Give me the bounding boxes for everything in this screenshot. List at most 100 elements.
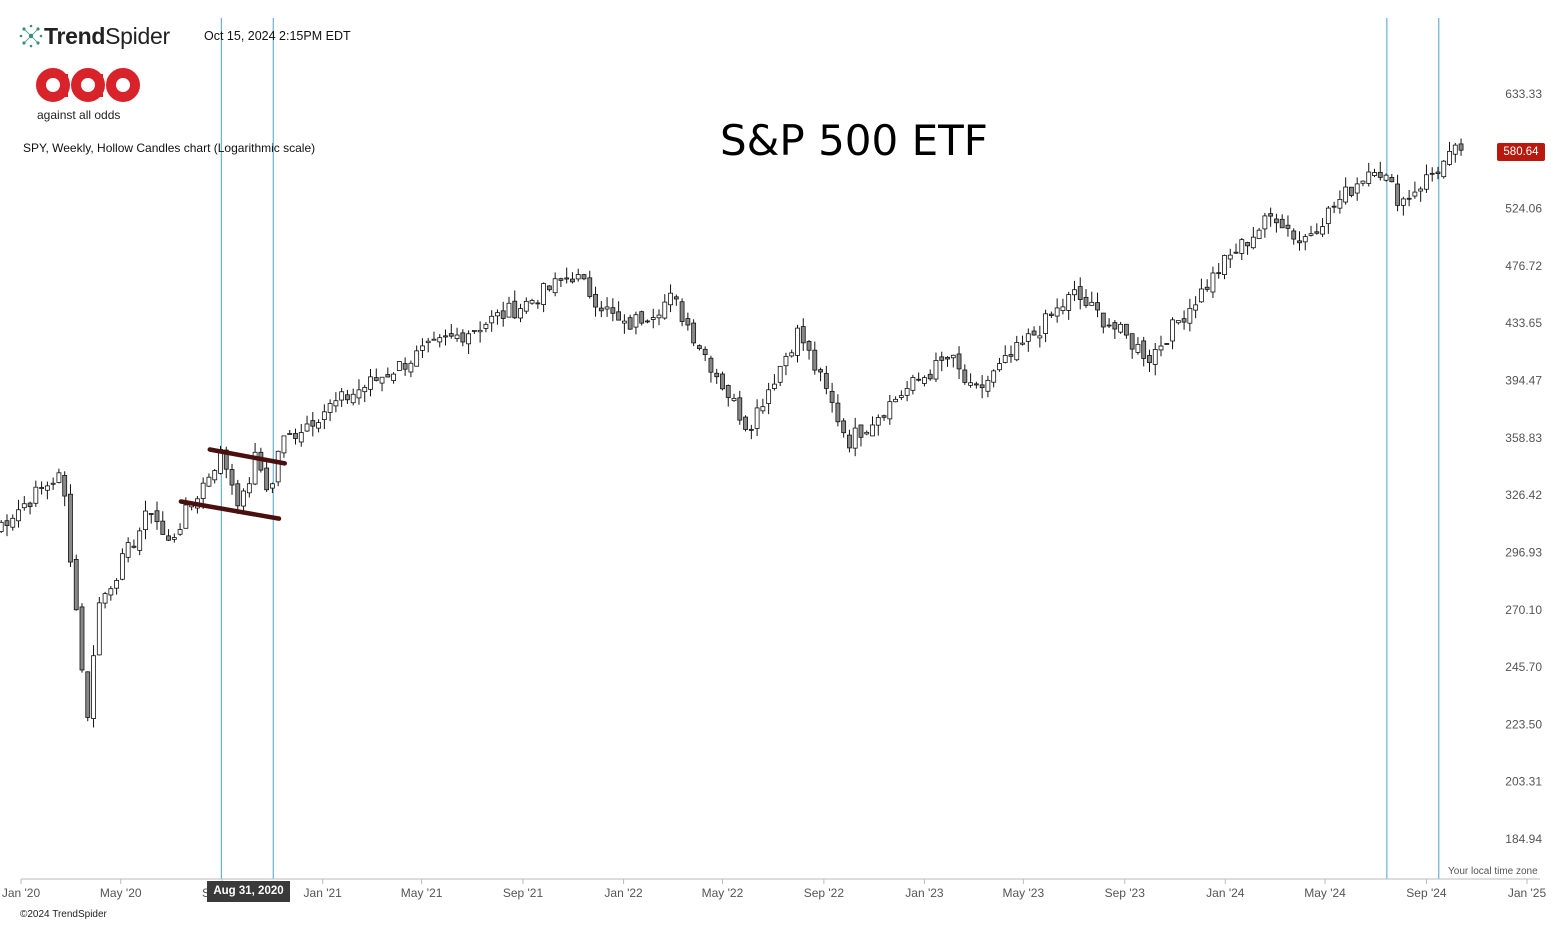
candle-body: [1291, 230, 1297, 240]
last-price-badge: 580.64: [1497, 143, 1545, 161]
y-axis: 633.33 524.06 476.72 433.65 394.47 358.83 326.…: [1505, 87, 1542, 846]
vertical-markers: [220, 18, 1440, 879]
candle-body: [1447, 150, 1452, 165]
candle-body: [570, 278, 575, 283]
logo-caption: against all odds: [37, 108, 121, 122]
candle-body: [1135, 343, 1141, 353]
candle-body: [293, 433, 298, 439]
crosshair-date-badge: Aug 31, 2020: [207, 881, 290, 902]
candle-body: [16, 509, 21, 522]
candle-body: [454, 334, 460, 339]
candle-body: [1406, 197, 1412, 200]
candle-body: [1008, 354, 1014, 357]
candle-body: [125, 542, 131, 558]
candle-body: [1199, 288, 1204, 303]
candle-body: [927, 373, 933, 380]
candle-body: [373, 377, 379, 381]
candle-body: [1141, 340, 1147, 359]
y-tick-label: 245.70: [1505, 660, 1542, 674]
candle-body: [200, 482, 206, 499]
candle-body: [858, 424, 864, 438]
candle-body: [737, 397, 743, 421]
candle-body: [523, 300, 529, 312]
candle-body: [673, 296, 679, 300]
candle-body: [44, 485, 50, 491]
candle-body: [1400, 198, 1406, 206]
candle-body: [10, 517, 16, 528]
candle-body: [979, 384, 985, 389]
candle-body: [356, 389, 362, 399]
candle-body: [1118, 323, 1124, 333]
trendspider-brand: TrendSpider: [18, 22, 170, 50]
candle-body: [0, 521, 4, 532]
candle-body: [795, 327, 800, 356]
candle-body: [1424, 174, 1429, 190]
chart-title: S&P 500 ETF: [720, 116, 988, 165]
candle-body: [1204, 286, 1210, 290]
candle-body: [968, 382, 973, 386]
candle-body: [304, 423, 310, 432]
candle-body: [956, 353, 962, 370]
candle-body: [56, 472, 62, 483]
candle-body: [1048, 313, 1054, 316]
candle-body: [281, 435, 287, 454]
candle-body: [79, 606, 85, 671]
chart-description: SPY, Weekly, Hollow Candles chart (Logar…: [23, 141, 316, 155]
trendlines: [178, 447, 288, 521]
candle-body: [916, 378, 922, 381]
x-tick-label: Jan '21: [304, 886, 343, 900]
candle-body: [1089, 301, 1095, 306]
candle-body: [1210, 272, 1216, 293]
y-tick-label: 223.50: [1505, 717, 1542, 731]
candle-body: [321, 411, 327, 421]
candle-body: [1112, 322, 1118, 330]
y-tick-label: 270.10: [1505, 603, 1542, 617]
x-tick-label: Jan '20: [2, 886, 41, 900]
candle-body: [881, 415, 887, 418]
candle-body: [847, 434, 852, 449]
candle-body: [1164, 343, 1170, 345]
candle-body: [241, 490, 246, 507]
candle-body: [223, 449, 229, 470]
candle-body: [137, 530, 143, 551]
candle-body: [945, 356, 950, 360]
candle-body: [362, 387, 368, 393]
candle-body: [852, 427, 858, 449]
candle-body: [887, 401, 893, 420]
x-tick-label: Jan '23: [905, 886, 944, 900]
candle-body: [829, 390, 835, 403]
candle-body: [246, 483, 252, 494]
candle-body: [1360, 180, 1366, 184]
candle-body: [131, 545, 137, 548]
candle-body: [1389, 177, 1395, 183]
candle-body: [662, 301, 668, 319]
candle-body: [656, 314, 662, 319]
candle-body: [1147, 355, 1152, 364]
candle-body: [610, 307, 616, 314]
candle-body: [1222, 255, 1227, 275]
candle-body: [1043, 313, 1049, 334]
candle-body: [691, 322, 697, 344]
candle-body: [483, 323, 489, 329]
y-tick-label: 476.72: [1505, 259, 1542, 273]
candle-body: [1152, 349, 1158, 365]
candle-body: [679, 301, 685, 322]
candle-body: [1233, 251, 1239, 254]
candle-body: [985, 379, 991, 392]
candle-body: [552, 278, 558, 294]
y-tick-label: 524.06: [1505, 202, 1542, 216]
candle-body: [575, 274, 581, 280]
y-tick-label: 358.83: [1505, 431, 1542, 445]
candle-body: [1418, 188, 1424, 192]
candle-body: [396, 361, 402, 371]
candle-body: [350, 393, 356, 404]
candle-body: [639, 311, 645, 324]
candle-body: [1349, 186, 1354, 196]
candle-body: [212, 470, 218, 481]
candle-body: [62, 475, 68, 497]
x-tick-label: Sep '24: [1406, 886, 1447, 900]
candle-body: [1452, 144, 1458, 155]
candle-body: [287, 433, 293, 435]
candle-body: [870, 424, 875, 437]
